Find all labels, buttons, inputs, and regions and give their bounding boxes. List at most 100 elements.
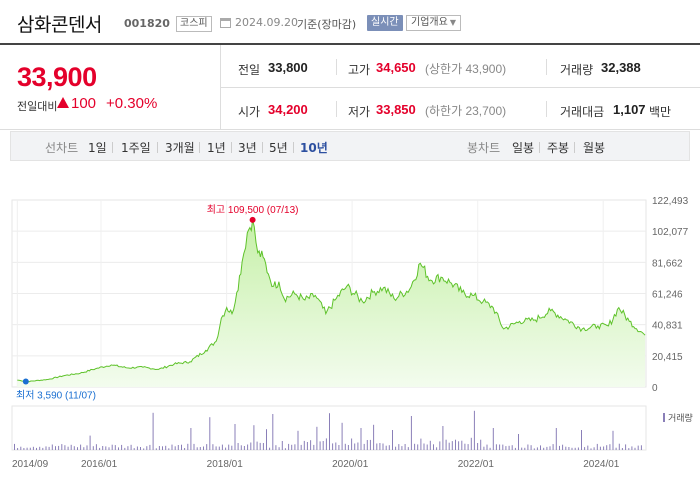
price-chart-svg: 최고 109,500 (07/13) 최저 3,590 (11/07) 122,4… [11,196,693,470]
volume-bar [73,446,75,450]
volume-bar [599,446,601,450]
volume-bar [546,446,548,450]
period-1week[interactable]: 1주일 [121,141,151,155]
volume-bar [102,446,104,450]
volume-bar [640,445,642,450]
period-1day[interactable]: 1일 [88,141,107,155]
price-panel: 33,900 전일대비 100 +0.30% 전일 33,800 고가 34,6… [0,45,700,130]
volume-bar [111,444,113,450]
volume-bar [243,446,245,450]
volume-bar [247,444,249,450]
volume-bar [341,422,343,450]
max-marker [249,216,256,223]
stock-name: 삼화콘덴서 [17,14,102,36]
x-tick-label: 2024/01 [583,459,620,470]
volume-bar [530,445,532,450]
period-separator [231,142,232,153]
volume-bar [436,447,438,450]
volume-bar [20,446,22,450]
volume-bar [149,444,151,450]
volume-bar [174,446,176,450]
period-3month[interactable]: 3개월 [165,141,195,155]
volume-bar [58,445,60,450]
volume-bar [83,447,85,450]
volume-bar [17,448,19,450]
volume-bar [382,443,384,450]
period-1year[interactable]: 1년 [207,141,226,155]
low-value: 33,850 [376,102,416,117]
volume-bar [108,447,110,450]
market-badge: 코스피 [176,16,212,32]
volume-bar [445,439,447,450]
volume-bar [146,446,148,450]
volume-bar [508,445,510,450]
volume-bar [369,439,371,450]
volume-bar [464,443,466,450]
volume-bar [99,447,101,450]
volume-bar [303,440,305,450]
volume-bar [401,446,403,450]
candle-weekly[interactable]: 주봉 [547,141,570,155]
volume-bar [410,416,412,450]
open-label: 시가 [238,105,261,119]
volume-bar [366,440,368,450]
high-value: 34,650 [376,60,416,75]
volume-bar [80,444,82,450]
period-5year[interactable]: 5년 [269,141,288,155]
volume-bar [196,447,198,450]
volume-bar [514,447,516,450]
volume-bar [14,443,15,450]
volume-bar [625,444,627,450]
volume-bar [433,444,434,450]
volume-bar [297,430,299,450]
volume-bar [86,445,88,450]
y-tick-label: 40,831 [652,321,683,332]
volume-bar [70,444,72,450]
volume-bar [562,444,564,450]
volume-bar [26,447,28,450]
volume-bar [477,443,479,450]
price-chart[interactable]: 최고 109,500 (07/13) 최저 3,590 (11/07) 122,4… [0,190,700,483]
volume-bar [262,443,264,450]
prev-close-value: 33,800 [268,60,308,75]
y-tick-label: 20,415 [652,352,683,363]
volume-bar [165,445,167,450]
volume-bar [155,448,157,450]
volume-bar [634,447,636,450]
volume-bar [177,445,179,450]
volume-bar [225,447,227,450]
volume-bar [458,441,460,450]
upper-limit: (상한가 43,900) [425,62,507,76]
volume-bar [130,444,132,450]
volume-bar [587,445,589,450]
volume-bar [527,444,529,450]
volume-bar [543,447,545,450]
period-10year[interactable]: 10년 [300,141,328,155]
volume-bar [209,417,211,450]
candle-monthly[interactable]: 월봉 [583,141,606,155]
volume-bar [392,430,393,450]
volume-bar [322,441,324,450]
volume-bar [281,441,283,450]
volume-bar [118,447,119,450]
low-label: 저가 [348,105,371,119]
candle-daily[interactable]: 일봉 [512,141,535,155]
volume-bar [552,444,554,450]
change-label: 전일대비 [17,100,58,113]
volume-bar [95,444,97,450]
period-separator [262,142,263,153]
period-separator [112,142,113,153]
period-3year[interactable]: 3년 [238,141,257,155]
volume-bar [124,447,126,450]
company-overview-button[interactable]: 기업개요 ▼ [406,15,461,31]
volume-bar [325,438,327,450]
volume-bar [64,445,66,450]
realtime-button[interactable]: 실시간 [367,15,403,31]
volume-bar [577,447,579,450]
volume-bar [609,444,611,450]
max-annotation: 최고 109,500 (07/13) [207,204,299,216]
volume-bar [615,447,617,450]
volume-bar [234,424,236,450]
stats-separator [546,59,547,75]
volume-legend-swatch [663,413,665,422]
